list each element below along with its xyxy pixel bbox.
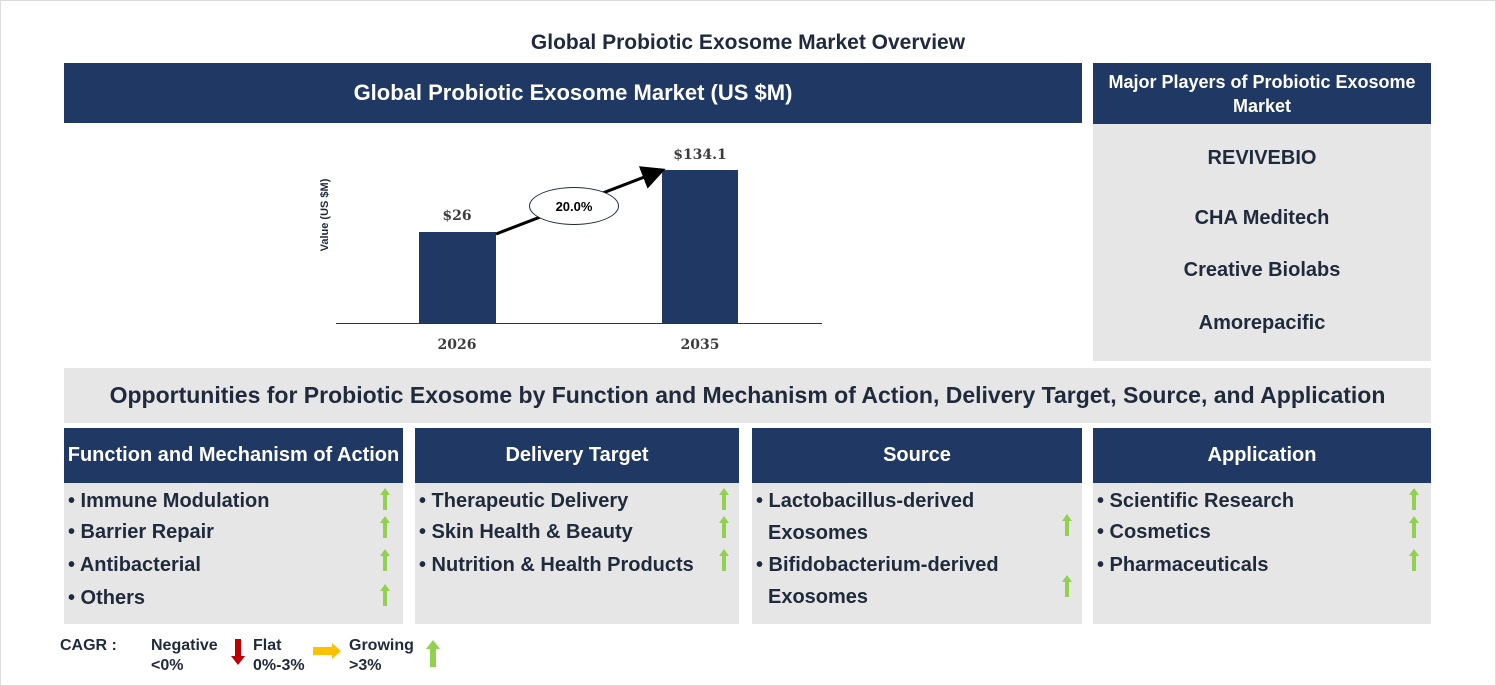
up-arrow-icon [719, 549, 729, 571]
page-title: Global Probiotic Exosome Market Overview [530, 31, 966, 54]
legend-label: Growing [349, 637, 414, 654]
x-axis-line [336, 323, 822, 324]
list-item-label: • Lactobacillus-derived [756, 490, 975, 512]
list-item: • Barrier Repair [68, 521, 214, 543]
column-header-function: Function and Mechanism of Action [64, 428, 403, 483]
players-header: Major Players of Probiotic Exosome Marke… [1093, 63, 1431, 124]
player-item: Amorepacific [1198, 312, 1326, 334]
column-source: • Lactobacillus-derived Exosomes • Bifid… [752, 483, 1082, 624]
up-arrow-icon [1062, 514, 1072, 536]
x-tick-2035: 2035 [680, 337, 720, 353]
list-item: • Others [68, 587, 146, 609]
up-arrow-icon [380, 516, 390, 538]
list-item-label-cont: Exosomes [768, 522, 869, 544]
list-item: • Lactobacillus-derived Exosomes [756, 485, 974, 549]
chart-header: Global Probiotic Exosome Market (US $M) [64, 63, 1082, 123]
down-arrow-icon [231, 639, 245, 665]
up-arrow-icon [1409, 516, 1419, 538]
list-item: • Bifidobacterium-derived Exosomes [756, 549, 999, 613]
list-item: • Antibacterial [68, 554, 201, 576]
cagr-badge: 20.0% [529, 187, 619, 225]
legend-negative: Negative <0% [151, 636, 218, 676]
column-header-source: Source [752, 428, 1082, 483]
column-function: • Immune Modulation • Barrier Repair • A… [64, 483, 403, 624]
list-item-label-cont: Exosomes [768, 586, 869, 608]
list-item: • Pharmaceuticals [1097, 554, 1269, 576]
column-application: • Scientific Research • Cosmetics • Phar… [1093, 483, 1431, 624]
x-tick-2026: 2026 [437, 337, 477, 353]
up-arrow-icon [380, 584, 390, 606]
legend-title: CAGR : [60, 637, 117, 654]
legend-growing: Growing >3% [349, 636, 414, 676]
bar-2035 [662, 170, 738, 324]
player-item: CHA Meditech [1194, 207, 1330, 229]
opportunities-banner: Opportunities for Probiotic Exosome by F… [64, 368, 1431, 423]
legend-range: >3% [349, 657, 382, 674]
bar-value-label-2035: $134.1 [673, 147, 727, 163]
list-item-label: • Bifidobacterium-derived [756, 554, 999, 576]
up-arrow-icon [1409, 488, 1419, 510]
legend-flat: Flat 0%-3% [253, 636, 305, 676]
up-arrow-icon [426, 640, 440, 667]
y-axis-title: Value (US $M) [319, 178, 331, 252]
up-arrow-icon [1062, 575, 1072, 597]
player-item: Creative Biolabs [1183, 259, 1341, 281]
legend-label: Negative [151, 637, 218, 654]
legend-range: <0% [151, 657, 184, 674]
list-item: • Therapeutic Delivery [419, 490, 629, 512]
list-item: • Skin Health & Beauty [419, 521, 633, 543]
bar-value-label-2026: $26 [442, 208, 472, 224]
player-item: REVIVEBIO [1207, 147, 1317, 169]
column-delivery-target: • Therapeutic Delivery • Skin Health & B… [415, 483, 739, 624]
list-item: • Immune Modulation [68, 490, 270, 512]
list-item: • Cosmetics [1097, 521, 1211, 543]
players-list: REVIVEBIO CHA Meditech Creative Biolabs … [1093, 124, 1431, 361]
list-item: • Scientific Research [1097, 490, 1295, 512]
up-arrow-icon [380, 549, 390, 571]
up-arrow-icon [719, 488, 729, 510]
bar-2026 [419, 232, 496, 324]
list-item: • Nutrition & Health Products [419, 554, 694, 576]
legend-range: 0%-3% [253, 657, 305, 674]
column-header-delivery-target: Delivery Target [415, 428, 739, 483]
up-arrow-icon [1409, 549, 1419, 571]
up-arrow-icon [719, 516, 729, 538]
right-arrow-icon [313, 643, 341, 659]
up-arrow-icon [380, 488, 390, 510]
column-header-application: Application [1093, 428, 1431, 483]
legend-label: Flat [253, 637, 282, 654]
